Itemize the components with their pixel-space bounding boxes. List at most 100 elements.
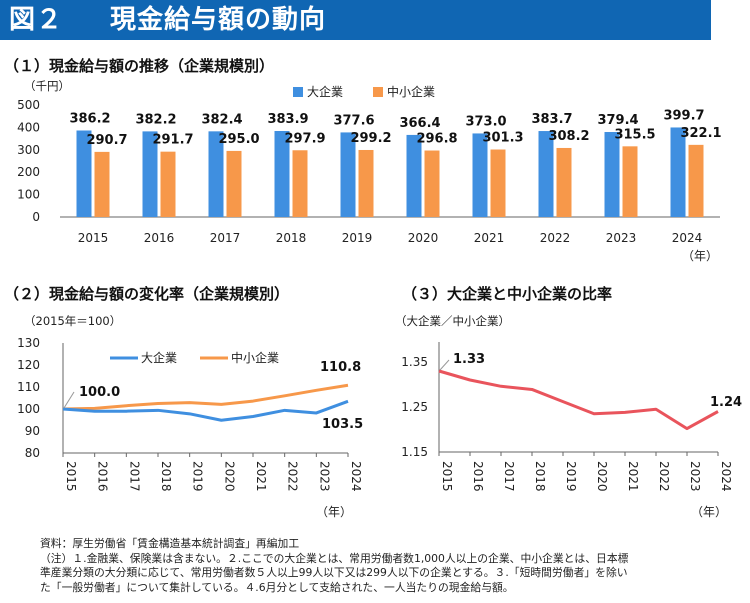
chart3-xtick-label: 2023	[688, 461, 702, 492]
chart2-small-end-label: 110.8	[320, 360, 361, 375]
chart1-data-label-small: 290.7	[86, 133, 127, 148]
chart2-large-end-label: 103.5	[322, 417, 363, 432]
chart1-data-label-small: 296.8	[416, 132, 457, 147]
chart1-data-label-small: 308.2	[548, 129, 589, 144]
chart2-start-label: 100.0	[79, 385, 120, 400]
note-line-1: （注）１.金融業、保険業は含まない。２.ここでの大企業とは、常用労働者数1,00…	[40, 551, 629, 565]
chart3-title: （３）大企業と中小企業の比率	[402, 285, 613, 303]
chart1-legend-label-small: 中小企業	[387, 84, 435, 99]
chart2-xtick-label: 2023	[317, 461, 331, 492]
chart2-xtick-label: 2024	[349, 461, 363, 492]
chart1-bar-large	[670, 127, 686, 217]
chart1-bar-small	[358, 149, 374, 217]
chart1-ytick-label: 200	[17, 165, 40, 179]
chart2-ytick-label: 100	[17, 402, 40, 416]
chart1-xtick-label: 2017	[210, 231, 241, 245]
chart1-ytick-label: 400	[17, 120, 40, 134]
chart1-data-label-large: 366.4	[399, 116, 440, 131]
chart2-ylabel: （2015年＝100）	[24, 314, 122, 328]
chart1-ylabel: （千円）	[24, 79, 70, 93]
chart1-bar-large	[340, 132, 356, 217]
chart3-xtick-label: 2020	[595, 461, 609, 492]
chart1-xtick-label: 2019	[342, 231, 373, 245]
chart1-title: （１）現金給与額の推移（企業規模別）	[4, 57, 275, 75]
chart1-data-label-large: 382.2	[135, 112, 176, 127]
chart3-start-leader	[439, 359, 450, 371]
chart1-xtick-label: 2018	[276, 231, 307, 245]
figure-header: 図２ 現金給与額の動向	[0, 0, 711, 40]
figure-footer: 資料：厚生労働省「賃金構造基本統計調査」再編加工 （注）１.金融業、保険業は含ま…	[40, 537, 720, 595]
chart2-ytick-label: 90	[25, 424, 40, 438]
chart1-ytick-label: 100	[17, 188, 40, 202]
chart1-bar-small	[556, 147, 572, 217]
chart1-xlabel: （年）	[682, 249, 718, 263]
chart2-xtick-label: 2015	[64, 461, 78, 492]
chart2-xtick-label: 2016	[96, 461, 110, 492]
chart1-data-label-small: 315.5	[614, 127, 655, 142]
chart2-xtick-label: 2022	[286, 461, 300, 492]
chart2-xtick-label: 2018	[159, 461, 173, 492]
chart3-xtick-label: 2019	[564, 461, 578, 492]
chart2-series-line-large	[62, 399, 349, 422]
chart1-bar-small	[424, 150, 440, 217]
chart2-ytick-label: 110	[17, 380, 40, 394]
chart1-bar-small	[94, 151, 110, 217]
chart1-bar-large	[604, 132, 620, 217]
chart1-data-label-large: 399.7	[663, 108, 704, 123]
chart3-series-line	[438, 369, 719, 431]
chart1-data-label-large: 386.2	[69, 111, 110, 126]
chart1-legend-swatch-large	[293, 87, 303, 97]
chart2-ytick-label: 80	[25, 446, 40, 460]
chart3-ytick-label: 1.35	[401, 355, 428, 369]
chart2-xtick-label: 2021	[254, 461, 268, 492]
note-line-2: 準産業分類の大分類に応じて、常用労働者数５人以上99人以下又は299人以下の企業…	[40, 566, 628, 579]
chart2-xlabel: （年）	[316, 505, 352, 519]
chart1-bar-large	[76, 130, 92, 217]
chart1-data-label-small: 301.3	[482, 131, 523, 146]
chart1-bar-large	[208, 131, 224, 217]
chart1-data-label-large: 373.0	[465, 114, 506, 129]
chart1-bar-small	[226, 150, 242, 217]
chart1-data-label-large: 383.9	[267, 112, 308, 127]
chart1-data-label-small: 322.1	[680, 126, 721, 141]
chart1-data-label-small: 291.7	[152, 133, 193, 148]
chart1-bar-small	[688, 144, 704, 217]
chart1-data-label-small: 297.9	[284, 131, 325, 146]
chart1-xtick-label: 2015	[78, 231, 109, 245]
chart1-data-label-small: 295.0	[218, 132, 259, 147]
chart1-data-label-large: 379.4	[597, 113, 638, 128]
chart1-xtick-label: 2024	[672, 231, 703, 245]
chart2-xtick-label: 2019	[191, 461, 205, 492]
chart1-bar-small	[292, 150, 308, 217]
chart1-bar-large	[274, 131, 290, 217]
chart3-end-label: 1.24	[710, 395, 742, 410]
chart2-series-line-small	[62, 383, 349, 411]
chart3-xlabel: （年）	[691, 505, 727, 519]
chart3-xtick-label: 2016	[471, 461, 485, 492]
chart1-xtick-label: 2022	[540, 231, 571, 245]
chart2-ytick-label: 120	[17, 358, 40, 372]
note-line-3: た「一般労働者」について集計している。４.6月分として支給された、一人当たりの現…	[40, 580, 514, 594]
chart3-xtick-label: 2018	[533, 461, 547, 492]
chart3-ytick-label: 1.25	[401, 400, 428, 414]
chart1-bar-large	[538, 131, 554, 217]
chart3-ylabel: （大企業／中小企業）	[395, 314, 510, 328]
chart3-xtick-label: 2022	[657, 461, 671, 492]
chart1-legend-label-large: 大企業	[307, 84, 343, 99]
chart2-xtick-label: 2017	[127, 461, 141, 492]
chart1-ytick-label: 500	[17, 98, 40, 112]
chart1-xtick-label: 2021	[474, 231, 505, 245]
chart2-legend-label-small: 中小企業	[231, 350, 279, 365]
chart3-xtick-label: 2021	[626, 461, 640, 492]
chart1-bar-large	[406, 134, 422, 217]
chart1-legend-swatch-small	[373, 87, 383, 97]
chart2-ytick-label: 130	[17, 336, 40, 350]
chart1-bar-small	[622, 146, 638, 217]
chart1-data-label-small: 299.2	[350, 131, 391, 146]
chart3-ytick-label: 1.15	[401, 445, 428, 459]
chart1-data-label-large: 383.7	[531, 112, 572, 127]
chart2-title: （２）現金給与額の変化率（企業規模別）	[4, 285, 290, 303]
chart2-xtick-label: 2020	[222, 461, 236, 492]
figure-title: 現金給与額の動向	[110, 5, 327, 35]
